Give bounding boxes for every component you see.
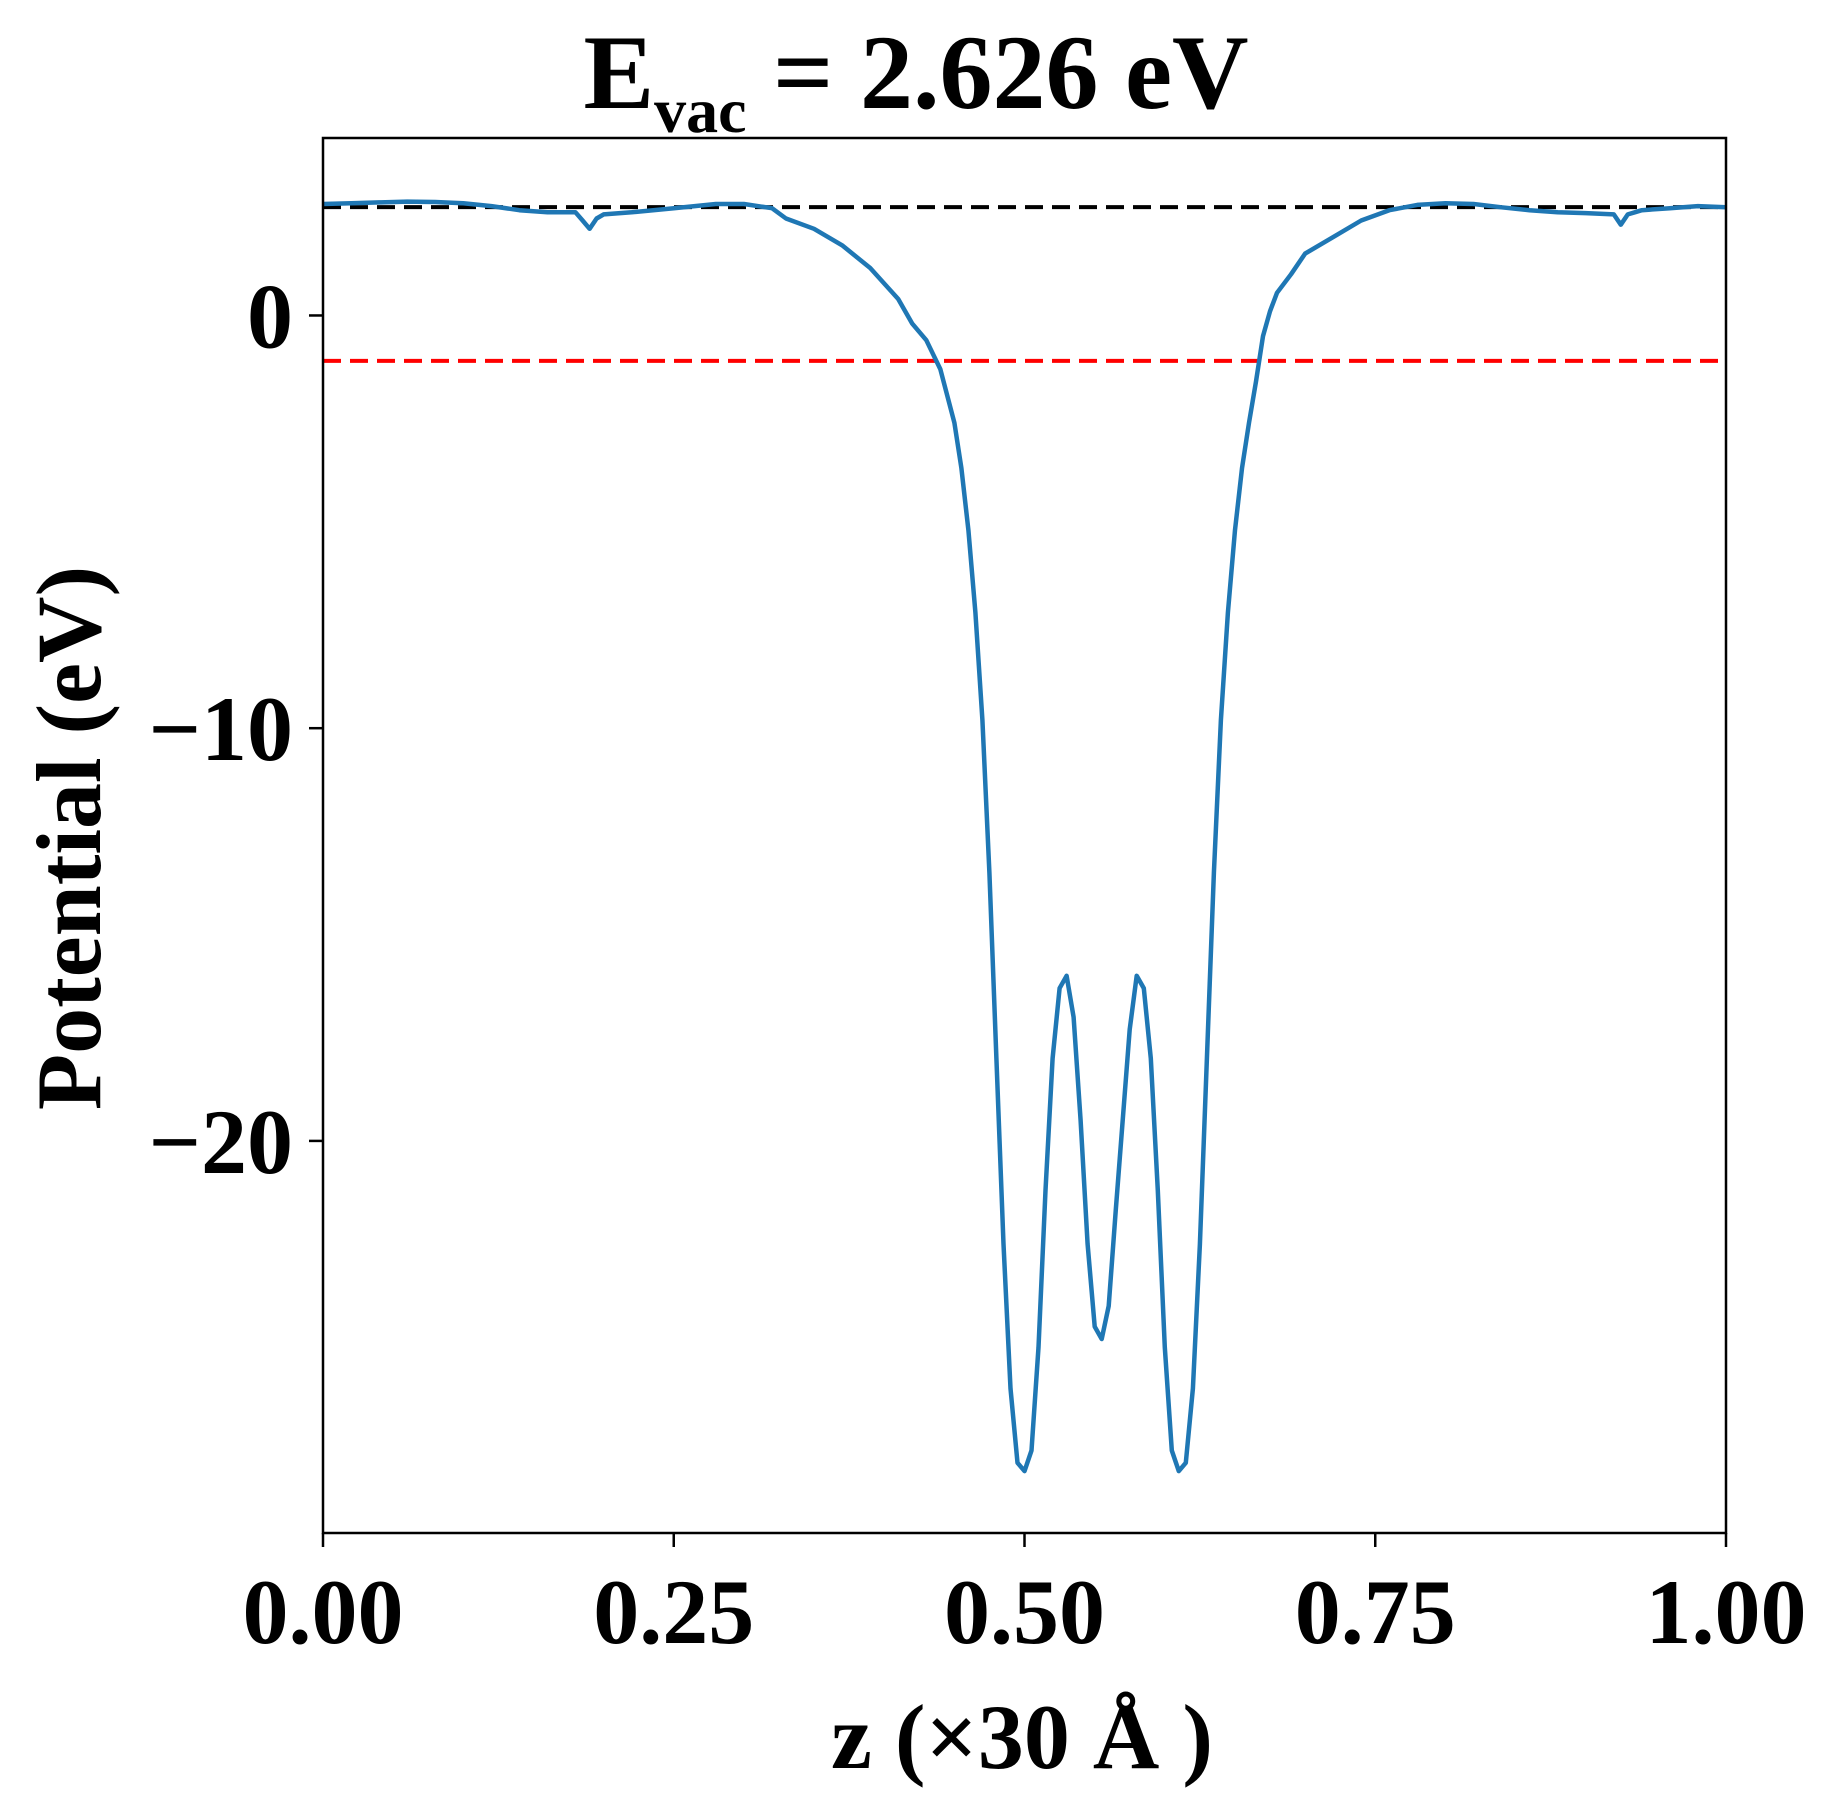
y-axis-label: Potential (eV) (18, 566, 120, 1110)
series-line-1 (322, 199, 1727, 1474)
y-tick-label: −10 (149, 678, 293, 780)
x-axis-label: z (×30 Å ) (831, 1686, 1213, 1788)
chart-title-main: E (583, 14, 654, 131)
axes: 0.00 0.25 0.50 0.75 1.00 0 −10 −20 (149, 136, 1807, 1663)
chart-title-subscript: vac (654, 75, 746, 146)
x-tick-label: 0.00 (243, 1561, 404, 1663)
y-tick-label: −20 (149, 1091, 293, 1193)
x-tick-label: 0.25 (593, 1561, 754, 1663)
y-tick-label: 0 (247, 265, 293, 367)
chart-title-rest: = 2.626 eV (747, 14, 1249, 131)
x-tick-label: 0.50 (944, 1561, 1105, 1663)
x-tick-label: 1.00 (1646, 1561, 1807, 1663)
plot-area (322, 199, 1727, 1474)
x-tick-label: 0.75 (1295, 1561, 1456, 1663)
plot-frame (321, 136, 1728, 1535)
chart-title: Evac = 2.626 eV (583, 14, 1248, 146)
